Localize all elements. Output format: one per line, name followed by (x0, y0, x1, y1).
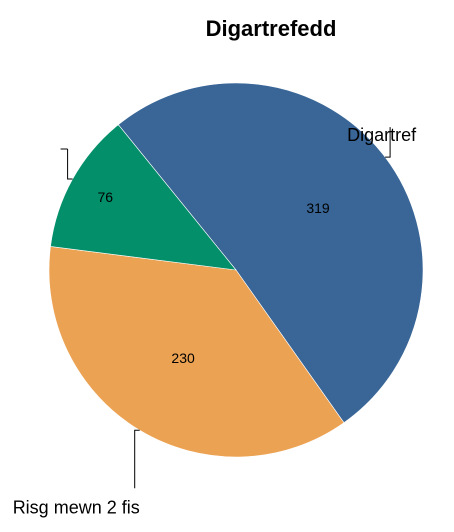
chart-title: Digartrefedd (206, 16, 337, 41)
slice-category-label-0: Digartref (347, 125, 417, 145)
pie-slice-2 (50, 124, 237, 271)
leader-line-2 (67, 149, 73, 180)
slice-value-label-1: 230 (171, 350, 195, 366)
slice-category-label-1: Risg mewn 2 fis (13, 497, 140, 517)
leader-line-0 (385, 127, 391, 158)
slice-value-label-0: 319 (306, 200, 330, 216)
slice-value-label-2: 76 (98, 189, 114, 205)
leader-line-1 (134, 429, 140, 489)
pie-slices (48, 82, 424, 458)
leader-lines (60, 127, 391, 489)
slice-labels: 319 Digartref 230 Risg mewn 2 fis 76 (13, 125, 417, 517)
pie-slice-0 (117, 82, 424, 424)
pie-slice-1 (48, 246, 345, 458)
